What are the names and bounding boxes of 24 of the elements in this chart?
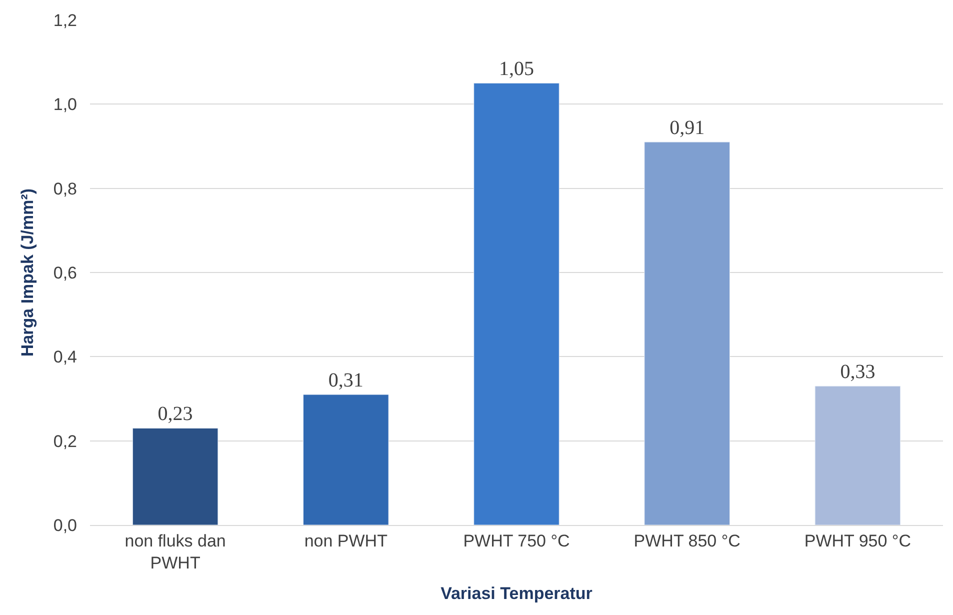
- bar: [474, 82, 560, 525]
- data-label: 0,33: [840, 361, 876, 384]
- y-tick-label: 0,2: [53, 432, 77, 451]
- x-tick-label: PWHT 850 °C: [634, 531, 740, 550]
- y-tick-label: 1,0: [53, 95, 77, 114]
- y-axis-title: Harga Impak (J/mm²): [18, 188, 37, 357]
- data-label: 0,23: [158, 403, 193, 426]
- x-tick-label: PWHT 950 °C: [804, 531, 912, 550]
- y-tick-label: 0,4: [53, 348, 77, 367]
- y-tick-label: 0,8: [53, 179, 77, 198]
- x-tick-label: non PWHT: [304, 531, 388, 550]
- data-label: 0,91: [670, 117, 705, 140]
- y-tick-label: 1,2: [53, 10, 77, 30]
- x-tick-label: non fluks dan PWHT: [124, 531, 226, 572]
- bar: [303, 394, 389, 525]
- data-label: 1,05: [499, 58, 534, 80]
- bar: [644, 142, 730, 525]
- bar: [132, 428, 218, 525]
- x-axis-title: Variasi Temperatur: [440, 584, 593, 603]
- bar: [814, 386, 901, 525]
- y-tick-label: 0,6: [53, 263, 77, 282]
- y-tick-label: 0,0: [53, 516, 77, 535]
- data-label: 0,31: [328, 370, 364, 392]
- x-tick-label: PWHT 750 °C: [463, 531, 570, 550]
